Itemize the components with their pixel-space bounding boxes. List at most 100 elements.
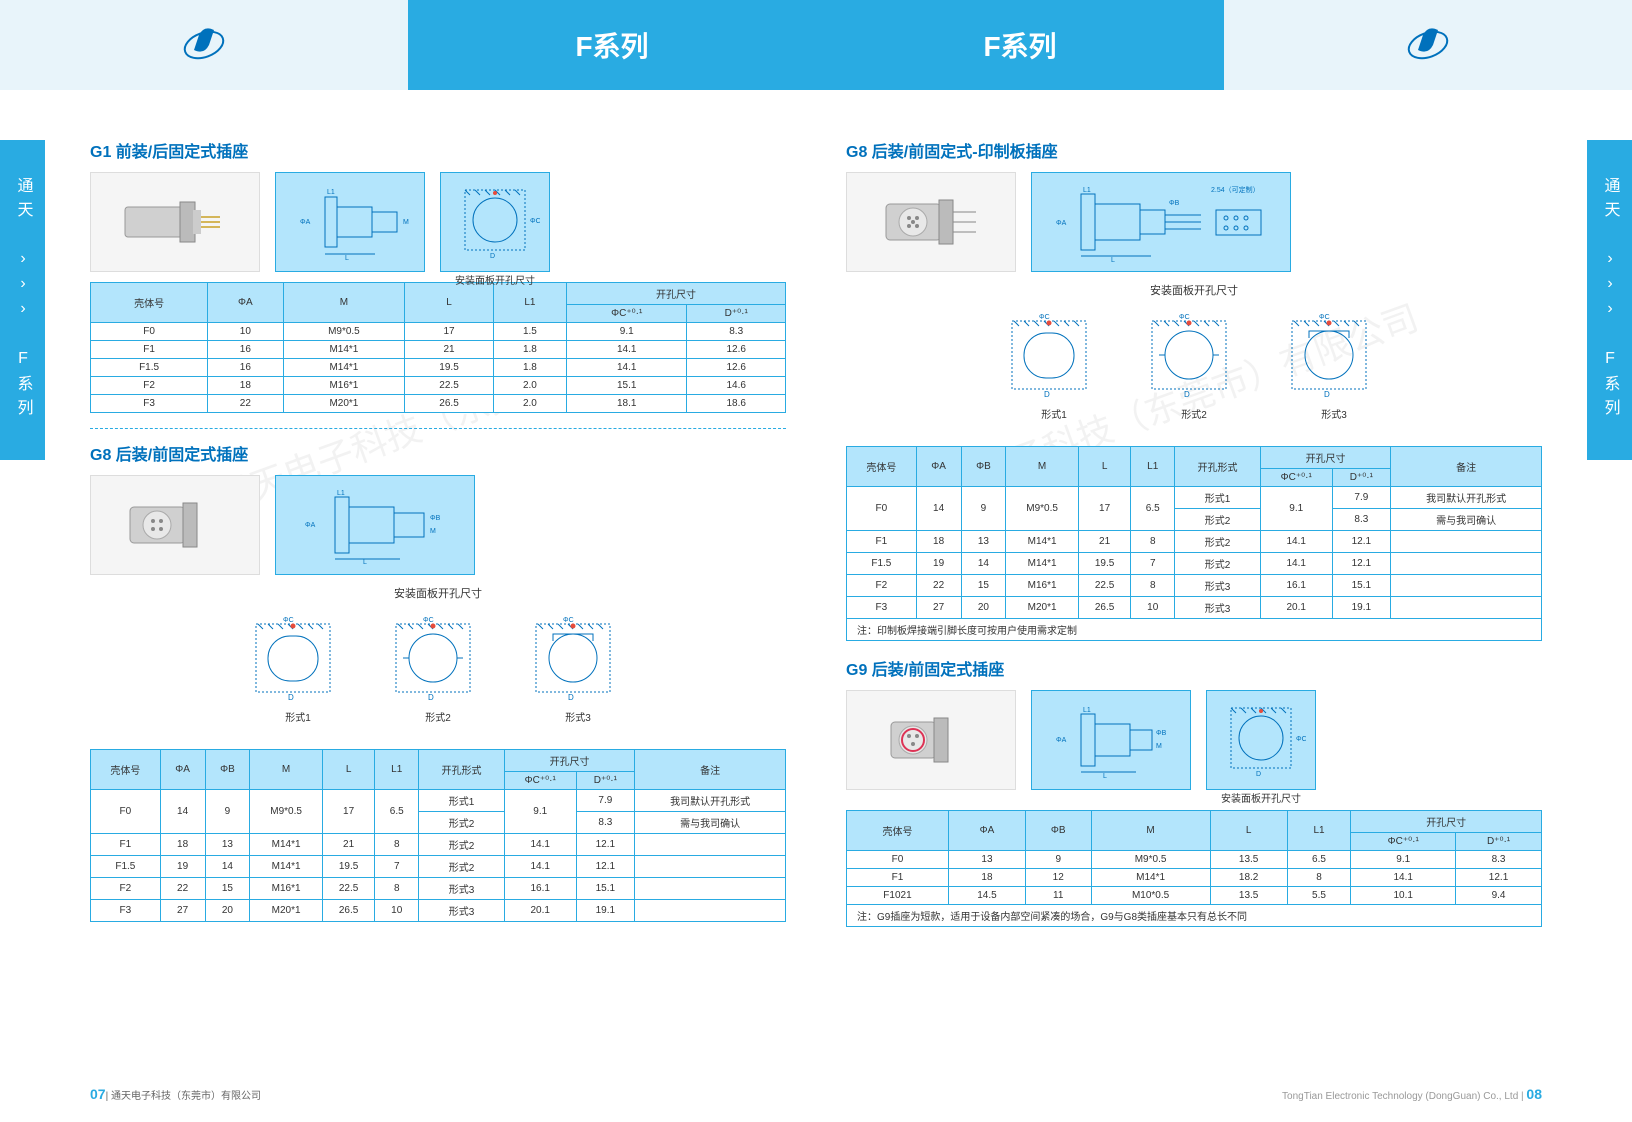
header-title-right: F系列 xyxy=(816,0,1224,90)
svg-text:ΦC: ΦC xyxy=(283,617,294,624)
td: 形式3 xyxy=(419,900,505,922)
td: 12.1 xyxy=(1456,869,1542,887)
td: F1 xyxy=(847,531,917,553)
td: 9.4 xyxy=(1456,887,1542,905)
td: M10*0.5 xyxy=(1091,887,1210,905)
td: 16.1 xyxy=(504,878,576,900)
footer-company-right: TongTian Electronic Technology (DongGuan… xyxy=(1282,1091,1518,1102)
svg-text:ΦC: ΦC xyxy=(563,617,574,624)
td: 13 xyxy=(961,531,1006,553)
th: 开孔尺寸 xyxy=(1260,447,1390,469)
footer-left: 07| 通天电子科技（东莞市）有限公司 xyxy=(90,1086,261,1102)
form-diagram: DΦC形式1 xyxy=(238,616,358,724)
g1-images: LL1ΦAM DΦC 安装面板开孔尺寸 xyxy=(90,172,786,272)
footer-company-left: 通天电子科技（东莞市）有限公司 xyxy=(111,1091,261,1102)
th: 开孔形式 xyxy=(419,750,505,790)
th: 开孔尺寸 xyxy=(567,283,786,305)
td: M20*1 xyxy=(283,395,405,413)
td: 19.1 xyxy=(1332,597,1391,619)
svg-text:ΦB: ΦB xyxy=(1169,200,1180,207)
td: F2 xyxy=(847,575,917,597)
svg-text:L: L xyxy=(363,559,367,565)
td: 14.1 xyxy=(1351,869,1456,887)
td: 18.2 xyxy=(1210,869,1287,887)
td: 8.3 xyxy=(1456,851,1542,869)
td: 7 xyxy=(1131,553,1175,575)
td xyxy=(635,856,786,878)
td: 18 xyxy=(948,869,1025,887)
td: F0 xyxy=(847,851,949,869)
td: 形式3 xyxy=(419,878,505,900)
g9-images: ΦAΦBMLL1 DΦC 安装面板开孔尺寸 xyxy=(846,690,1542,790)
svg-text:D: D xyxy=(1184,390,1190,398)
td: 14.1 xyxy=(567,341,687,359)
td: 12.1 xyxy=(1332,531,1391,553)
td: 我司默认开孔形式 xyxy=(635,790,786,812)
svg-text:M: M xyxy=(403,219,409,226)
td: 需与我司确认 xyxy=(1391,509,1542,531)
td: M16*1 xyxy=(1006,575,1078,597)
td: 8 xyxy=(375,878,419,900)
td: F1021 xyxy=(847,887,949,905)
td: 形式2 xyxy=(419,856,505,878)
th: 开孔尺寸 xyxy=(504,750,634,772)
td: 27 xyxy=(916,597,961,619)
svg-text:D: D xyxy=(568,693,574,701)
td: 12.1 xyxy=(1332,553,1391,575)
td: 9 xyxy=(1025,851,1091,869)
td: 18 xyxy=(208,377,283,395)
td: 13.5 xyxy=(1210,851,1287,869)
td: 12.1 xyxy=(576,856,635,878)
th: ΦC⁺⁰·¹ xyxy=(1351,833,1456,851)
form-diagram: DΦC形式2 xyxy=(1134,313,1254,421)
td xyxy=(635,900,786,922)
divider xyxy=(90,428,786,429)
td: 14.1 xyxy=(1260,553,1332,575)
td: 9.1 xyxy=(1351,851,1456,869)
td: 形式2 xyxy=(1175,509,1261,531)
svg-text:ΦC: ΦC xyxy=(1039,314,1050,321)
td: 19 xyxy=(916,553,961,575)
g1-diagram-1: LL1ΦAM xyxy=(275,172,425,272)
td: 6.5 xyxy=(1287,851,1351,869)
td: F2 xyxy=(91,377,208,395)
td: 18 xyxy=(916,531,961,553)
td: 19.5 xyxy=(1078,553,1131,575)
td: 14 xyxy=(916,487,961,531)
td: 15 xyxy=(205,878,250,900)
td: 形式2 xyxy=(1175,531,1261,553)
td: 14 xyxy=(961,553,1006,575)
svg-text:M: M xyxy=(430,528,436,535)
th: ΦA xyxy=(948,811,1025,851)
g1-table: 壳体号 ΦA M L L1 开孔尺寸 ΦC⁺⁰·¹ D⁺⁰·¹ F010M9*0… xyxy=(90,282,786,413)
svg-text:ΦB: ΦB xyxy=(1156,730,1167,737)
th: ΦC⁺⁰·¹ xyxy=(1260,469,1332,487)
td: 10.1 xyxy=(1351,887,1456,905)
svg-text:ΦC: ΦC xyxy=(1296,736,1306,743)
td: F1.5 xyxy=(91,856,161,878)
g8-left-diagram: LL1ΦAΦBM xyxy=(275,475,475,575)
th: 备注 xyxy=(1391,447,1542,487)
td: 7.9 xyxy=(576,790,635,812)
td: 18.1 xyxy=(567,395,687,413)
td: 9.1 xyxy=(504,790,576,834)
svg-text:ΦA: ΦA xyxy=(1056,737,1067,744)
svg-text:L1: L1 xyxy=(327,189,335,196)
td: 20 xyxy=(205,900,250,922)
th: L1 xyxy=(493,283,566,323)
td: 19 xyxy=(160,856,205,878)
g9-panel-label: 安装面板开孔尺寸 xyxy=(1207,790,1315,805)
g8-left-photo xyxy=(90,475,260,575)
td: 8 xyxy=(1131,575,1175,597)
td: M14*1 xyxy=(1006,531,1078,553)
g8-left-title: G8 后装/前固定式插座 xyxy=(90,441,786,465)
th: L1 xyxy=(1287,811,1351,851)
td: 20.1 xyxy=(1260,597,1332,619)
g8-right-note: 注：印制板焊接端引脚长度可按用户使用需求定制 xyxy=(847,619,1542,641)
form-label: 形式1 xyxy=(994,406,1114,421)
g9-table: 壳体号 ΦA ΦB M L L1 开孔尺寸 ΦC⁺⁰·¹ D⁺⁰·¹ F0139… xyxy=(846,810,1542,927)
g8-right-images: 2.54（可定制）ΦAΦBLL1 xyxy=(846,172,1542,272)
td: 11 xyxy=(1025,887,1091,905)
left-column: G1 前装/后固定式插座 LL1ΦAM DΦC 安装面板开孔尺寸 壳体号 ΦA … xyxy=(90,130,786,1062)
svg-text:D: D xyxy=(428,693,434,701)
